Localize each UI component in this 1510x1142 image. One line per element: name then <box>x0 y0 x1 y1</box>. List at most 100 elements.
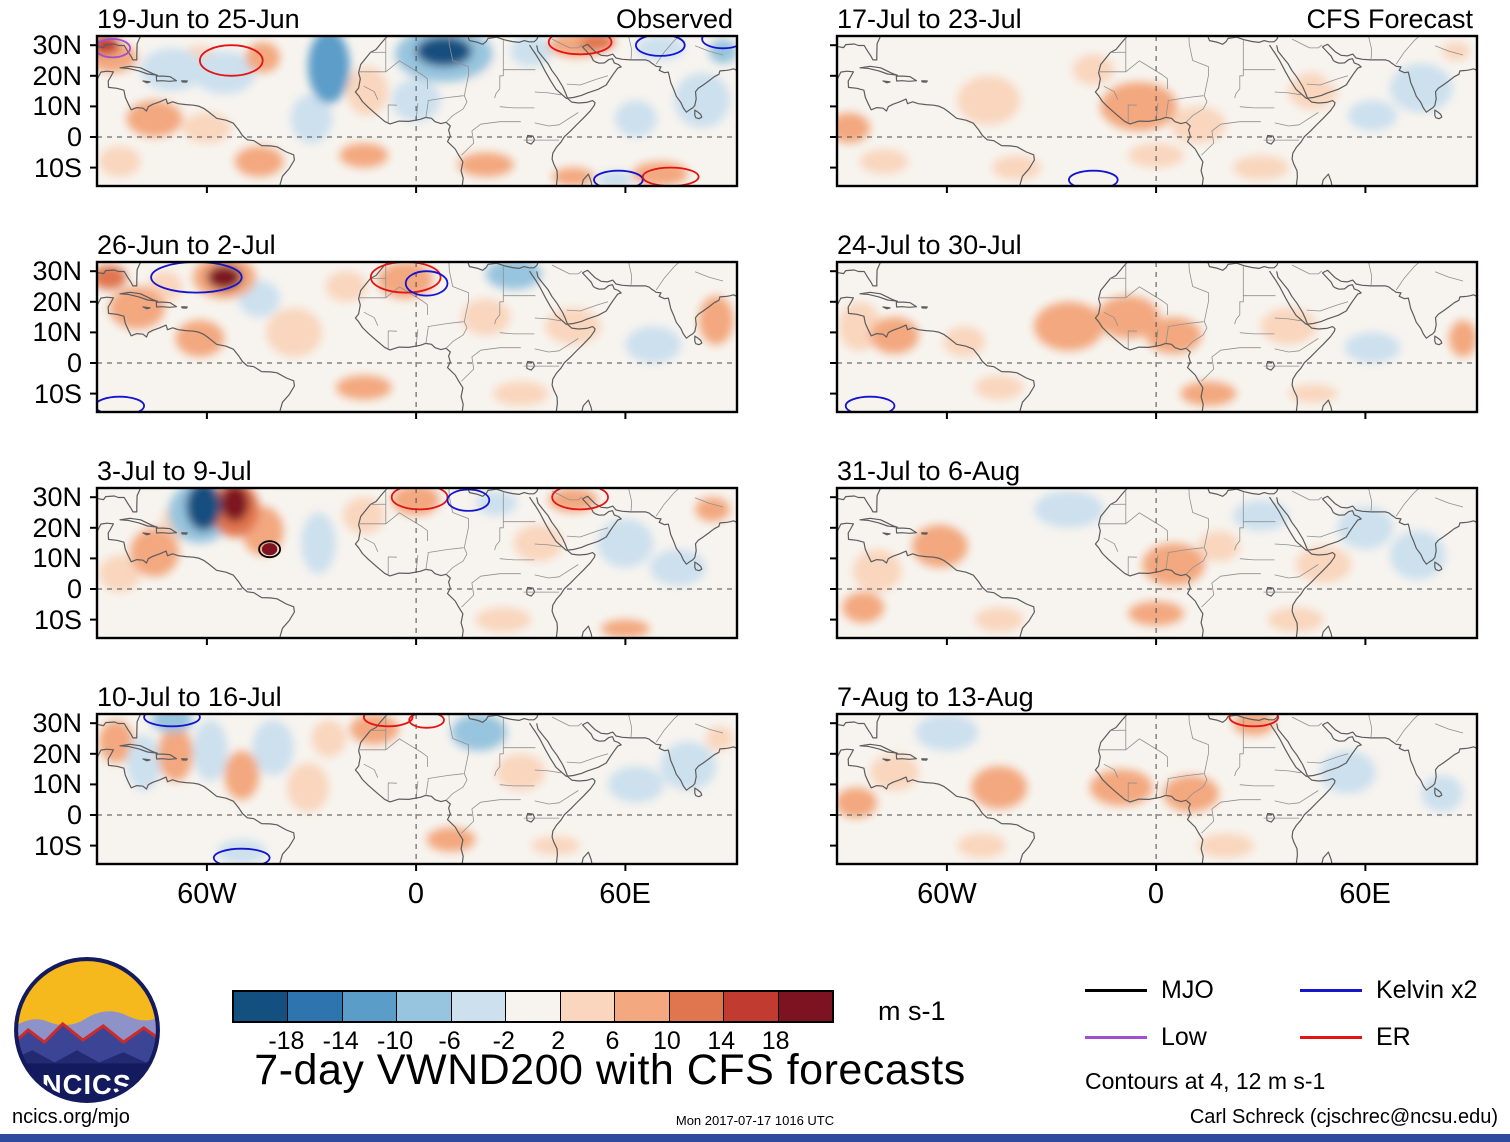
y-tick-label: 20N <box>32 739 82 769</box>
map-plot <box>90 34 739 193</box>
colorbar-tick-label: 2 <box>551 1027 566 1055</box>
colorbar-box <box>506 992 561 1021</box>
panel-period-label: 3-Jul to 9-Jul <box>97 456 252 486</box>
colorbar-tick-label: 14 <box>707 1027 736 1055</box>
y-tick-label: 10S <box>33 831 82 861</box>
colorbar-box <box>560 992 616 1021</box>
y-tick-label: 30N <box>32 708 82 738</box>
y-tick-label: 30N <box>32 482 82 512</box>
map-plot <box>90 712 739 871</box>
y-tick-label: 10S <box>33 153 82 183</box>
y-tick-label: 10N <box>32 317 82 347</box>
map-panel-obs-1: 19-Jun to 25-Jun Observed 30N 20N 10N 0 10S <box>0 4 739 193</box>
colorbar-box <box>397 992 452 1021</box>
y-tick-label: 10S <box>33 379 82 409</box>
map-panel-fcst-3: 31-Jul to 6-Aug <box>830 456 1479 645</box>
panel-period-label: 7-Aug to 13-Aug <box>837 682 1034 712</box>
colorbar-boxes <box>232 990 834 1023</box>
map-plot <box>90 260 739 419</box>
footer-url: ncics.org/mjo <box>12 1106 130 1128</box>
panel-period-label: 10-Jul to 16-Jul <box>97 682 282 712</box>
y-tick-label: 0 <box>66 122 82 152</box>
panel-period-label: 17-Jul to 23-Jul <box>837 4 1022 34</box>
y-axis-labels: 30N 20N 10N 0 10S <box>0 31 92 186</box>
legend-item-mjo: MJO <box>1085 976 1300 1005</box>
x-tick-label: 0 <box>407 878 425 910</box>
colorbar-labels: -18 -14 -10 -6 -2 2 6 10 14 18 <box>232 1023 834 1055</box>
y-tick-label: 10N <box>32 91 82 121</box>
colorbar-tick-label: 10 <box>652 1027 681 1055</box>
contour-legend: MJO Kelvin x2 Low ER Contours at 4, 12 m s-… <box>1085 976 1477 1095</box>
y-tick-label: 0 <box>66 800 82 830</box>
x-tick-label: 0 <box>1147 878 1165 910</box>
legend-items: MJO Kelvin x2 Low ER <box>1085 976 1477 1052</box>
map-panel-fcst-2: 24-Jul to 30-Jul <box>830 230 1479 419</box>
colorbar-tick-label: -14 <box>322 1027 359 1055</box>
legend-item-low: Low <box>1085 1023 1300 1052</box>
panel-period-label: 31-Jul to 6-Aug <box>837 456 1021 486</box>
y-tick-label: 20N <box>32 513 82 543</box>
colorbar-box <box>451 992 507 1021</box>
legend-label: Low <box>1161 1023 1207 1051</box>
x-tick-label: 60W <box>917 878 977 910</box>
colorbar-box <box>234 992 289 1021</box>
bottom-blue-bar <box>0 1134 1510 1142</box>
legend-label: Kelvin x2 <box>1376 976 1478 1004</box>
y-tick-label: 10S <box>33 605 82 635</box>
legend-label: ER <box>1376 1023 1411 1051</box>
legend-item-kelvin-x2: Kelvin x2 <box>1300 976 1477 1005</box>
legend-note: Contours at 4, 12 m s-1 <box>1085 1068 1326 1094</box>
x-tick-label: 60W <box>177 878 237 910</box>
map-panel-obs-4: 10-Jul to 16-Jul 30N 20N 10N 0 10S <box>0 682 739 871</box>
colorbar-tick-label: -10 <box>377 1027 414 1055</box>
y-tick-label: 0 <box>66 574 82 604</box>
y-tick-label: 30N <box>32 30 82 60</box>
panel-period-label: 19-Jun to 25-Jun <box>97 4 300 34</box>
footer-author: Carl Schreck (cjschrec@ncsu.edu) <box>1189 1106 1498 1128</box>
y-axis-labels: 30N 20N 10N 0 10S <box>0 483 92 638</box>
x-tick-label: 60E <box>1339 878 1391 910</box>
legend-line-swatch <box>1300 1036 1362 1039</box>
y-tick-label: 10N <box>32 543 82 573</box>
y-axis-labels: 30N 20N 10N 0 10S <box>0 257 92 412</box>
y-tick-label: 20N <box>32 61 82 91</box>
legend-line-swatch <box>1085 989 1147 992</box>
map-panel-fcst-4: 7-Aug to 13-Aug <box>830 682 1479 871</box>
colorbar-box <box>342 992 398 1021</box>
map-plot <box>90 486 739 645</box>
colorbar-tick-label: 18 <box>761 1027 790 1055</box>
colorbar-tick-label: -2 <box>492 1027 515 1055</box>
legend-line-swatch <box>1085 1036 1147 1039</box>
map-panel-obs-3: 3-Jul to 9-Jul 30N 20N 10N 0 10S <box>0 456 739 645</box>
map-plot <box>830 34 1479 193</box>
colorbar-box <box>778 992 832 1021</box>
colorbar-tick-label: -18 <box>268 1027 305 1055</box>
colorbar-tick-label: -6 <box>438 1027 461 1055</box>
x-tick-label: 60E <box>599 878 651 910</box>
y-tick-label: 10N <box>32 769 82 799</box>
ncics-logo: NCICS <box>10 953 164 1107</box>
map-panel-fcst-1: 17-Jul to 23-Jul CFS Forecast <box>830 4 1479 193</box>
y-tick-label: 30N <box>32 256 82 286</box>
legend-label: MJO <box>1161 976 1214 1004</box>
colorbar: -18 -14 -10 -6 -2 2 6 10 14 18 <box>232 990 834 1055</box>
logo-red-ridge <box>16 1021 158 1048</box>
colorbar-box <box>724 992 779 1021</box>
footer-timestamp: Mon 2017-07-17 1016 UTC <box>675 1113 835 1128</box>
map-plot <box>830 712 1479 871</box>
column-header-observed: Observed <box>615 4 733 34</box>
x-axis-labels-right: 60W 0 60E <box>837 878 1477 914</box>
column-header-forecast: CFS Forecast <box>1306 4 1473 34</box>
colorbar-box <box>288 992 343 1021</box>
y-tick-label: 20N <box>32 287 82 317</box>
map-plot <box>830 260 1479 419</box>
colorbar-box <box>669 992 725 1021</box>
panel-period-label: 26-Jun to 2-Jul <box>97 230 276 260</box>
x-axis-labels-left: 60W 0 60E <box>97 878 737 914</box>
map-panel-obs-2: 26-Jun to 2-Jul 30N 20N 10N 0 10S <box>0 230 739 419</box>
panel-period-label: 24-Jul to 30-Jul <box>837 230 1022 260</box>
colorbar-unit-label: m s-1 <box>878 996 946 1026</box>
map-plot <box>830 486 1479 645</box>
colorbar-tick-label: 6 <box>605 1027 620 1055</box>
